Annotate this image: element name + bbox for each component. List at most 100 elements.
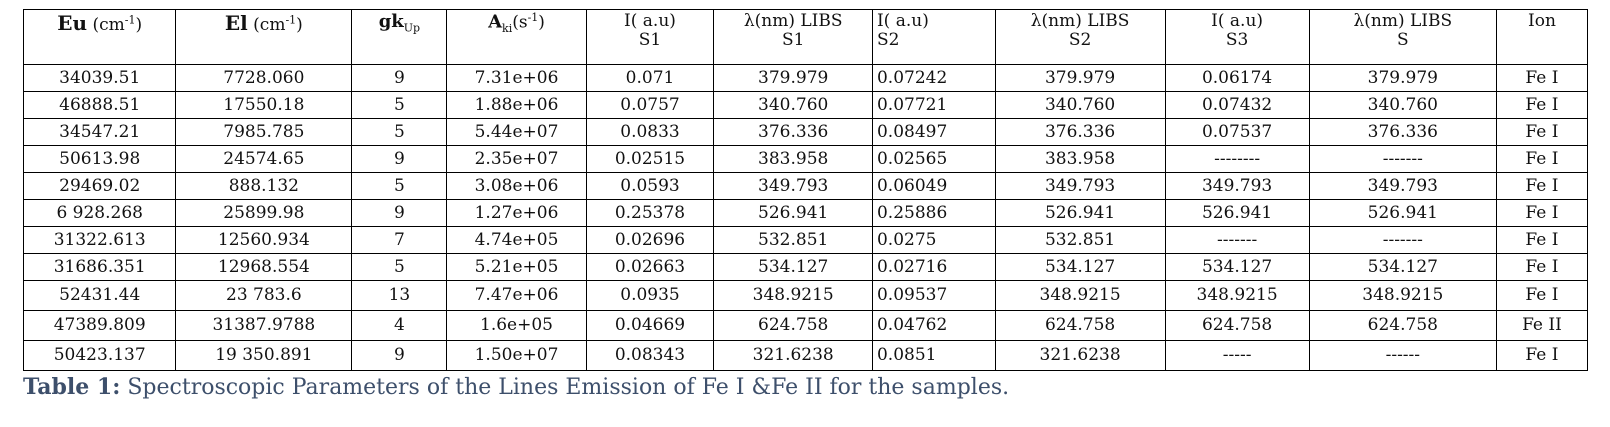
cell-intensity-s2: 0.09537	[871, 280, 996, 311]
cell-lambda-s1: 349.793	[713, 172, 873, 200]
cell-gk: 7	[351, 226, 448, 254]
cell-eu: 29469.02	[22, 172, 177, 200]
cell-ion: Fe I	[1495, 226, 1589, 254]
header-aki: Aki(s-1)	[446, 9, 587, 65]
cell-intensity-s1: 0.02663	[585, 253, 715, 281]
cell-aki: 7.47e+06	[446, 280, 587, 311]
cell-el: 7728.060	[175, 64, 353, 92]
cell-aki: 5.21e+05	[446, 253, 587, 281]
cell-lambda-s2: 383.958	[994, 145, 1166, 173]
cell-eu: 34039.51	[22, 64, 177, 92]
cell-ion: Fe I	[1495, 253, 1589, 281]
cell-eu: 50613.98	[22, 145, 177, 173]
cell-lambda-s2: 340.760	[994, 91, 1166, 119]
table-row: 52431.44 23 783.6 13 7.47e+06 0.0935 348.9215…	[22, 280, 1589, 311]
cell-intensity-s3: 0.07537	[1164, 118, 1310, 146]
header-lambda-s3: λ(nm) LIBS S	[1308, 9, 1497, 65]
cell-gk: 9	[351, 199, 448, 227]
cell-gk: 4	[351, 310, 448, 341]
table-row: 47389.809 31387.9788 4 1.6e+05 0.04669 624.75…	[22, 310, 1589, 341]
cell-lambda-s1: 348.9215	[713, 280, 873, 311]
cell-intensity-s2: 0.08497	[871, 118, 996, 146]
header-row: Eu (cm-1) El (cm-1) gkUp Aki(s-1) I( a.u…	[22, 9, 1589, 65]
cell-intensity-s1: 0.0935	[585, 280, 715, 311]
cell-lambda-s2: 379.979	[994, 64, 1166, 92]
cell-el: 7985.785	[175, 118, 353, 146]
cell-lambda-s1: 379.979	[713, 64, 873, 92]
header-intensity-s2: I( a.u) S2	[871, 9, 996, 65]
table-body: 34039.51 7728.060 9 7.31e+06 0.071 379.979 0.0…	[22, 64, 1589, 371]
table-row: 46888.51 17550.18 5 1.88e+06 0.0757 340.760 0.…	[22, 91, 1589, 119]
cell-lambda-s3: 526.941	[1308, 199, 1497, 227]
cell-eu: 34547.21	[22, 118, 177, 146]
cell-intensity-s2: 0.04762	[871, 310, 996, 341]
cell-aki: 5.44e+07	[446, 118, 587, 146]
header-intensity-s3: I( a.u) S3	[1164, 9, 1310, 65]
cell-aki: 1.6e+05	[446, 310, 587, 341]
cell-el: 23 783.6	[175, 280, 353, 311]
cell-ion: Fe I	[1495, 145, 1589, 173]
table-caption: Table 1: Spectroscopic Parameters of the…	[23, 374, 1009, 400]
cell-el: 12968.554	[175, 253, 353, 281]
cell-lambda-s1: 321.6238	[713, 340, 873, 371]
cell-intensity-s2: 0.0275	[871, 226, 996, 254]
cell-intensity-s2: 0.0851	[871, 340, 996, 371]
cell-lambda-s3: 340.760	[1308, 91, 1497, 119]
cell-intensity-s2: 0.06049	[871, 172, 996, 200]
cell-lambda-s1: 534.127	[713, 253, 873, 281]
cell-intensity-s3: 534.127	[1164, 253, 1310, 281]
cell-eu: 46888.51	[22, 91, 177, 119]
cell-ion: Fe II	[1495, 310, 1589, 341]
table-row: 34547.21 7985.785 5 5.44e+07 0.0833 376.336 0.…	[22, 118, 1589, 146]
cell-gk: 13	[351, 280, 448, 311]
cell-gk: 5	[351, 91, 448, 119]
cell-lambda-s2: 348.9215	[994, 280, 1166, 311]
cell-gk: 9	[351, 145, 448, 173]
cell-el: 31387.9788	[175, 310, 353, 341]
cell-intensity-s1: 0.071	[585, 64, 715, 92]
cell-ion: Fe I	[1495, 118, 1589, 146]
cell-eu: 50423.137	[22, 340, 177, 371]
cell-eu: 52431.44	[22, 280, 177, 311]
cell-intensity-s1: 0.02696	[585, 226, 715, 254]
header-lambda-s1: λ(nm) LIBS S1	[713, 9, 873, 65]
cell-el: 888.132	[175, 172, 353, 200]
cell-lambda-s2: 376.336	[994, 118, 1166, 146]
cell-lambda-s1: 624.758	[713, 310, 873, 341]
header-el: El (cm-1)	[175, 9, 353, 65]
cell-intensity-s3: 349.793	[1164, 172, 1310, 200]
cell-intensity-s3: 624.758	[1164, 310, 1310, 341]
cell-intensity-s3: -----	[1164, 340, 1310, 371]
cell-intensity-s2: 0.02716	[871, 253, 996, 281]
cell-lambda-s3: -------	[1308, 226, 1497, 254]
cell-intensity-s2: 0.02565	[871, 145, 996, 173]
cell-intensity-s1: 0.04669	[585, 310, 715, 341]
cell-ion: Fe I	[1495, 172, 1589, 200]
cell-aki: 1.50e+07	[446, 340, 587, 371]
cell-el: 24574.65	[175, 145, 353, 173]
cell-lambda-s3: 348.9215	[1308, 280, 1497, 311]
table-row: 31322.613 12560.934 7 4.74e+05 0.02696 532.85…	[22, 226, 1589, 254]
table-row: 31686.351 12968.554 5 5.21e+05 0.02663 534.12…	[22, 253, 1589, 281]
table-row: 29469.02 888.132 5 3.08e+06 0.0593 349.793 0.0…	[22, 172, 1589, 200]
cell-lambda-s1: 383.958	[713, 145, 873, 173]
cell-aki: 1.88e+06	[446, 91, 587, 119]
cell-el: 12560.934	[175, 226, 353, 254]
cell-intensity-s3: 348.9215	[1164, 280, 1310, 311]
cell-intensity-s1: 0.02515	[585, 145, 715, 173]
cell-intensity-s1: 0.0593	[585, 172, 715, 200]
cell-lambda-s1: 532.851	[713, 226, 873, 254]
cell-intensity-s3: 0.07432	[1164, 91, 1310, 119]
cell-lambda-s2: 532.851	[994, 226, 1166, 254]
cell-intensity-s3: -------	[1164, 226, 1310, 254]
header-intensity-s1: I( a.u) S1	[585, 9, 715, 65]
table-row: 50613.98 24574.65 9 2.35e+07 0.02515 383.958 0…	[22, 145, 1589, 173]
cell-aki: 3.08e+06	[446, 172, 587, 200]
cell-intensity-s3: 0.06174	[1164, 64, 1310, 92]
table-row: 6 928.268 25899.98 9 1.27e+06 0.25378 526.941…	[22, 199, 1589, 227]
header-eu: Eu (cm-1)	[22, 9, 177, 65]
cell-intensity-s1: 0.08343	[585, 340, 715, 371]
cell-ion: Fe I	[1495, 64, 1589, 92]
cell-lambda-s3: 349.793	[1308, 172, 1497, 200]
cell-el: 25899.98	[175, 199, 353, 227]
